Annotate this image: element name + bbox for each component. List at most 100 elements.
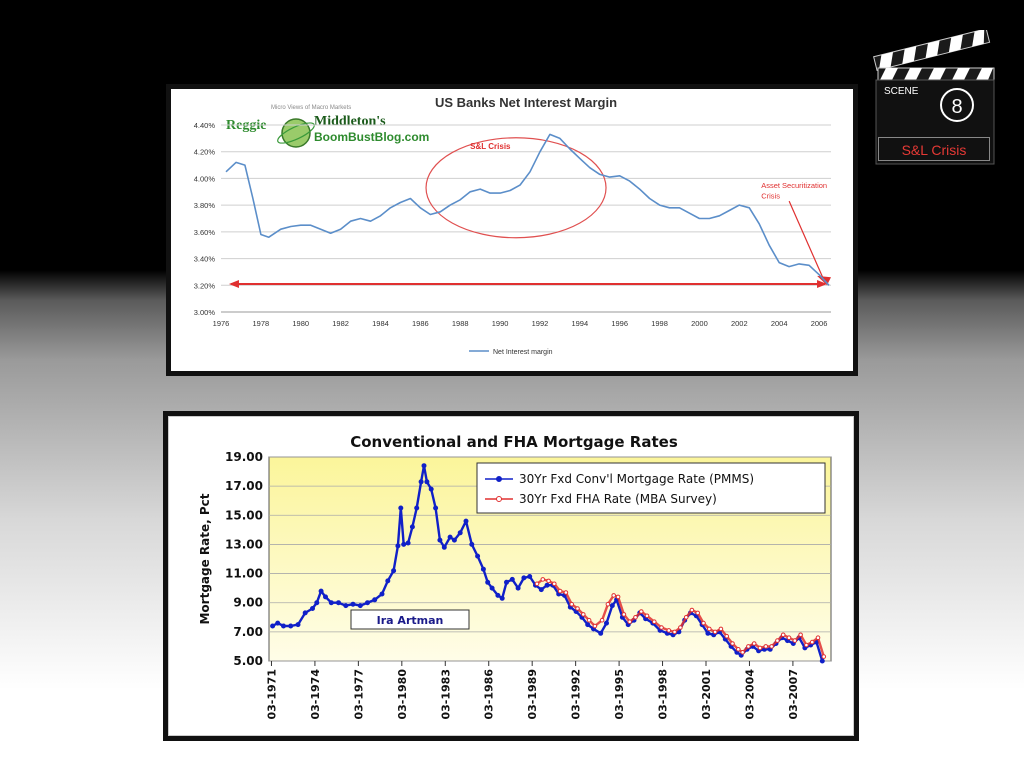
fha-series-point [546,578,551,584]
conv-series-point [395,543,401,549]
mortgage-xtick-label: 03-1989 [526,669,539,720]
conv-series-point [433,505,439,511]
mortgage-annotation-box [350,609,470,630]
mortgage-ytick-label: 17.00 [225,479,263,493]
fha-series-point [730,641,735,646]
fha-series-point [757,645,763,651]
scene-label: SCENE [884,86,919,97]
nim-series-line [225,133,830,286]
fha-series-point [707,626,712,632]
nim-ytick-label: 3.80% [194,201,216,210]
conv-series-point [323,594,328,600]
logo-boombustblog: Reggie Middleton's BoomBustBlog.com Micr… [226,105,429,148]
fha-series-point [599,617,605,623]
conv-series-point [314,600,320,606]
fha-series-point [821,654,827,659]
fha-series-point [786,635,792,640]
scene-number: 8 [940,88,974,122]
fha-series-point [552,581,557,587]
nim-xtick-label: 1994 [571,319,588,328]
fha-series-point [615,594,621,600]
chart-mortgage-frame: Conventional and FHA Mortgage Rates 19.00… [163,411,859,741]
nim-ytick-label: 3.20% [194,281,216,290]
mortgage-legend-marker [496,496,502,502]
conv-series-point [819,658,825,664]
conv-series-point [544,582,550,588]
conv-series-point [451,537,457,543]
mortgage-ytick-label: 7.00 [233,625,263,639]
conv-series-point [499,595,505,601]
conv-series-point [288,623,294,629]
fha-series-point [586,617,592,623]
chart-mortgage-title: Conventional and FHA Mortgage Rates [350,433,678,451]
conv-series-point [437,537,443,543]
nim-sl-crisis-ellipse [425,137,607,239]
mortgage-ytick-label: 19.00 [225,450,263,464]
fha-series-point [540,577,546,582]
conv-series-point [463,518,469,524]
mortgage-annotation: Ira Artman [377,614,444,627]
conv-series-point [475,553,481,559]
fha-series-point [780,632,786,638]
nim-reference-arrow-right [817,279,828,288]
fha-series-point [563,590,569,595]
conv-series-point [421,463,427,469]
conv-series-point [379,591,385,597]
conv-series-point [441,544,447,550]
fha-series-point [683,615,689,620]
nim-ytick-label: 3.40% [194,255,216,264]
conv-series-point [357,603,363,609]
fha-series-point [592,623,598,629]
fha-series-point [792,638,798,643]
nim-xtick-label: 2002 [731,319,748,328]
mortgage-xtick-label: 03-1983 [439,669,452,720]
mortgage-ytick-label: 13.00 [225,537,263,551]
nim-xtick-label: 1984 [372,319,389,328]
conv-series-point [428,486,434,492]
conv-series-point [391,568,397,574]
conv-series-point [598,630,604,636]
logo-name2: Middleton's [314,114,386,129]
conv-series-point [318,588,324,594]
fha-series-point [557,588,563,594]
nim-xtick-label: 2006 [811,319,828,328]
fha-series-point [798,632,803,638]
conv-series-point [350,601,356,607]
logo-site: BoomBustBlog.com [314,130,429,144]
mortgage-ytick-label: 9.00 [233,596,263,610]
mortgage-xtick-label: 03-1980 [396,669,409,720]
mortgage-xtick-label: 03-1977 [352,669,365,720]
conv-series-point [585,622,591,628]
nim-xtick-label: 1976 [213,319,230,328]
mortgage-xtick-label: 03-2004 [743,669,756,720]
fha-series-point [605,601,611,607]
fha-series-point [652,619,657,624]
conv-series-point [336,600,341,606]
chart-mortgage-panel: Conventional and FHA Mortgage Rates 19.00… [168,416,854,736]
conv-series-point [302,610,308,616]
conv-series-point [295,622,301,628]
mortgage-ytick-label: 15.00 [225,508,263,522]
logo-tagline: Micro Views of Macro Markets [271,105,351,111]
conv-series-point [275,620,281,626]
mortgage-xtick-label: 03-1992 [570,669,583,720]
fha-series-point [672,629,677,635]
fha-series-point [712,629,718,635]
fha-series-point [627,619,633,624]
conv-series-point [409,524,415,530]
fha-series-point [804,642,809,648]
mortgage-xtick-label: 03-1998 [657,669,670,720]
mortgage-legend-label: 30Yr Fxd Conv'l Mortgage Rate (PMMS) [519,472,754,486]
globe-icon [281,118,311,148]
fha-series-point [815,635,821,640]
mortgage-xtick-label: 03-2001 [700,669,713,720]
fha-series-point [621,612,627,617]
nim-ytick-label: 4.20% [194,148,216,157]
conv-series-point [414,505,420,511]
chart-nim-svg: Reggie Middleton's BoomBustBlog.com Micr… [194,95,831,356]
conv-series-point [521,575,527,581]
conv-series-point [489,585,495,591]
conv-series-point [457,530,463,536]
conv-series-point [495,592,501,598]
nim-xtick-label: 2000 [691,319,708,328]
